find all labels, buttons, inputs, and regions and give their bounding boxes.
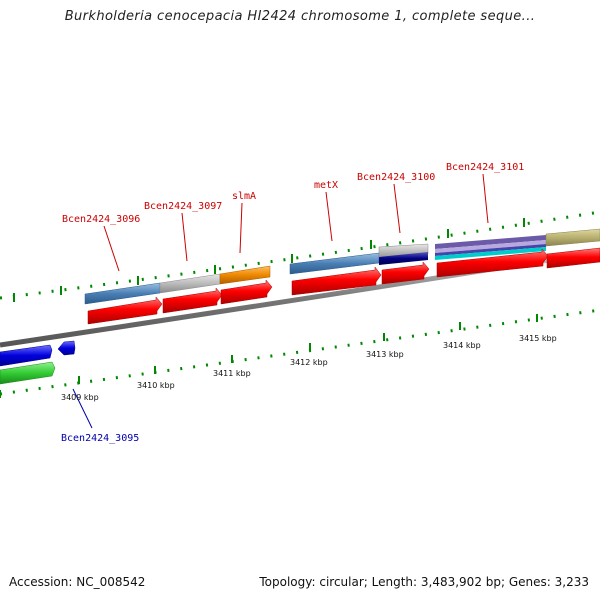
scale-track-upper <box>0 210 600 300</box>
tick-labels: 3409 kbp 3410 kbp 3411 kbp 3412 kbp 3413… <box>61 334 557 402</box>
tick-label-3410: 3410 kbp <box>137 381 175 390</box>
label-leader-lines <box>72 173 489 429</box>
gene-label-bcen2424-3100[interactable]: Bcen2424_3100 <box>357 172 435 183</box>
gene-feature-bcen2424-3100[interactable] <box>378 243 429 265</box>
gene-feature-metx[interactable] <box>289 252 380 275</box>
gene-feature-slma[interactable] <box>219 265 271 285</box>
cds-arrows-plus[interactable] <box>87 247 600 325</box>
gene-feature-bcen2424-3101[interactable] <box>435 228 600 260</box>
accession-text: Accession: NC_008542 <box>9 575 146 589</box>
tick-label-3414: 3414 kbp <box>443 341 481 350</box>
gene-label-bcen2424-3101[interactable]: Bcen2424_3101 <box>446 162 524 173</box>
gene-label-metx[interactable]: metX <box>314 180 338 191</box>
sequence-title: Burkholderia cenocepacia HI2424 chromoso… <box>64 9 536 24</box>
gene-feature-bcen2424-3095[interactable] <box>0 340 76 385</box>
tick-label-3412: 3412 kbp <box>290 358 328 367</box>
gene-feature-bcen2424-3096[interactable] <box>84 282 161 305</box>
gene-label-bcen2424-3096[interactable]: Bcen2424_3096 <box>62 214 140 225</box>
major-ticks <box>0 218 538 398</box>
sequence-summary: Topology: circular; Length: 3,483,902 bp… <box>259 575 589 589</box>
gene-labels: Bcen2424_3096 Bcen2424_3097 slmA metX Bc… <box>61 162 524 444</box>
gene-label-bcen2424-3097[interactable]: Bcen2424_3097 <box>144 201 222 212</box>
gene-label-bcen2424-3095[interactable]: Bcen2424_3095 <box>61 433 139 444</box>
tick-label-3413: 3413 kbp <box>366 350 404 359</box>
tick-label-3415: 3415 kbp <box>519 334 557 343</box>
scale-track-lower <box>0 308 600 396</box>
gene-label-slma[interactable]: slmA <box>232 191 256 202</box>
tick-label-3409: 3409 kbp <box>61 393 99 402</box>
tick-label-3411: 3411 kbp <box>213 369 251 378</box>
